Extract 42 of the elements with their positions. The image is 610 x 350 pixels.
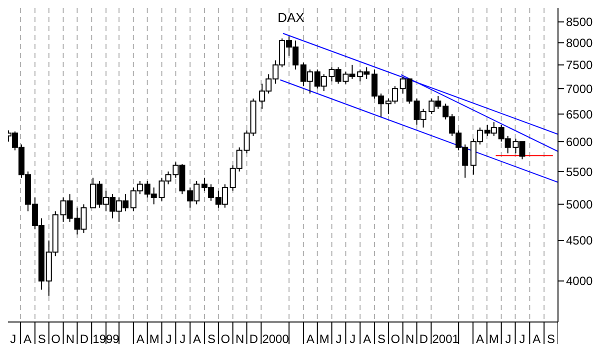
y-tick-label: 4500 (566, 234, 594, 248)
x-tick-label: A (136, 332, 144, 346)
x-tick-label: D (419, 332, 428, 346)
x-tick-label: M (149, 332, 160, 346)
x-tick-label: A (476, 332, 484, 346)
x-tick-label: J (180, 332, 186, 346)
y-tick-label: 7000 (566, 82, 594, 96)
y-tick-label: 5500 (566, 164, 594, 179)
x-tick-label: S (207, 332, 216, 346)
y-tick-label: 5000 (566, 198, 594, 212)
x-tick-label: J (336, 332, 342, 346)
x-tick-label: A (193, 332, 202, 346)
x-tick-label: A (532, 332, 541, 346)
x-tick-label: A (363, 332, 372, 346)
y-tick-label: 8000 (566, 36, 594, 50)
x-tick-label: S (377, 332, 386, 346)
y-tick-label: 8500 (566, 15, 594, 30)
x-tick-label: N (66, 332, 75, 346)
y-tick-label: 6500 (566, 107, 594, 122)
x-tick-label: S (547, 332, 556, 346)
chart-title: DAX (278, 10, 304, 25)
x-tick-label: J (350, 332, 356, 346)
y-tick-label: 4000 (566, 274, 594, 288)
y-tick-label: 7500 (566, 58, 594, 72)
x-tick-label: J (519, 332, 526, 346)
x-tick-label: J (10, 332, 16, 346)
x-tick-label: O (51, 332, 61, 346)
x-tick-label: J (505, 332, 512, 346)
x-tick-label: A (306, 332, 314, 346)
x-tick-label: D (80, 332, 89, 346)
x-tick-label: N (405, 332, 414, 346)
x-tick-label: O (390, 332, 400, 346)
x-tick-label: 2000 (262, 332, 290, 346)
x-tick-label: O (220, 332, 230, 346)
x-tick-label: M (319, 332, 330, 346)
y-tick-label: 6000 (566, 134, 594, 149)
x-tick-label: A (24, 332, 32, 346)
x-tick-label: S (38, 332, 46, 346)
x-tick-label: M (488, 332, 499, 346)
x-tick-label: J (166, 332, 172, 346)
x-tick-label: D (249, 332, 258, 346)
x-tick-label: N (235, 332, 244, 346)
